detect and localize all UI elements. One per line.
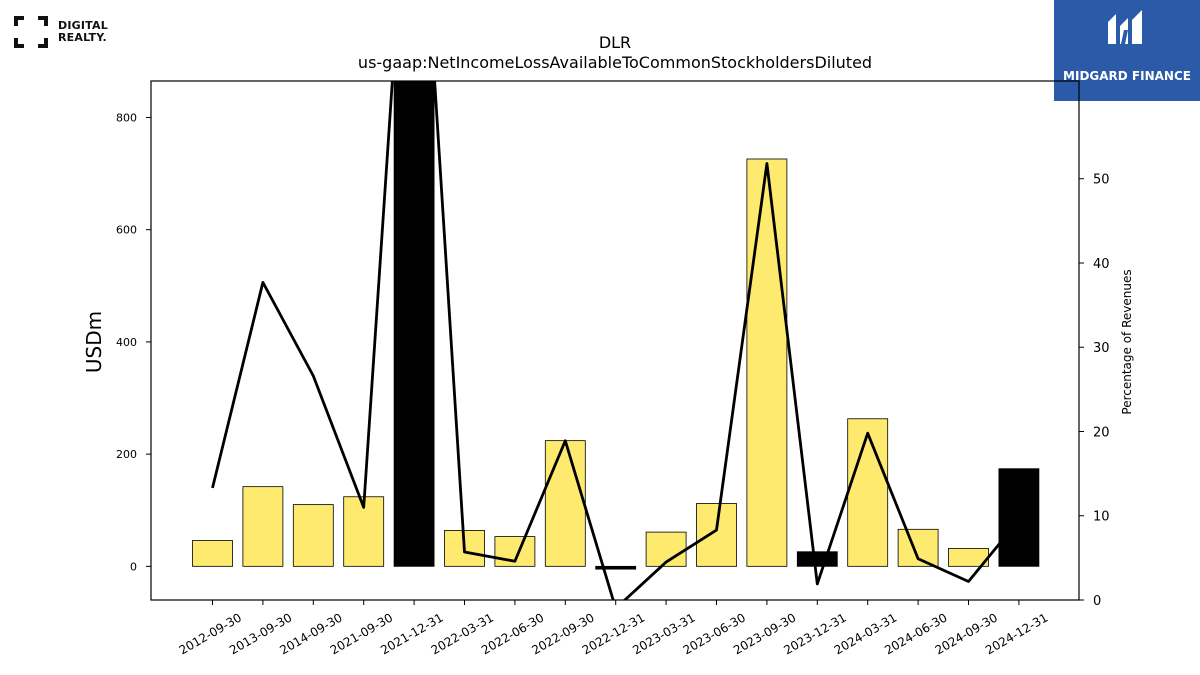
bar xyxy=(242,486,284,567)
bar xyxy=(595,565,637,570)
bracket-logo-icon xyxy=(14,16,48,48)
y-tick-label: 0 xyxy=(130,560,137,573)
y2-tick-label: 40 xyxy=(1093,257,1110,272)
bar xyxy=(192,540,233,567)
y2-tick-label: 30 xyxy=(1093,341,1110,356)
digital-realty-wordmark: DIGITAL REALTY. xyxy=(58,19,108,44)
chart-title: DLR xyxy=(599,33,631,52)
chart-subtitle: us-gaap:NetIncomeLossAvailableToCommonSt… xyxy=(358,53,872,72)
y2-axis-label: Percentage of Revenues xyxy=(1120,269,1134,414)
y2-tick-label: 50 xyxy=(1093,173,1110,188)
bar xyxy=(998,468,1040,567)
y-axis-label: USDm xyxy=(82,311,106,373)
y2-tick-label: 20 xyxy=(1093,425,1110,440)
x-axis: 2012-09-302013-09-302014-09-302021-09-30… xyxy=(177,600,1050,657)
y-tick-label: 600 xyxy=(116,224,137,237)
y-tick-label: 200 xyxy=(116,448,137,461)
midgard-finance-wordmark: MIDGARD FINANCE xyxy=(1063,69,1191,83)
y-tick-label: 400 xyxy=(116,336,137,349)
percent-line xyxy=(211,81,1020,600)
bar xyxy=(544,440,586,567)
midgard-finance-logo: MIDGARD FINANCE xyxy=(1054,0,1200,101)
line-series xyxy=(211,81,1020,600)
bar xyxy=(393,81,435,567)
bar xyxy=(796,551,838,567)
bar xyxy=(696,503,737,567)
digital-realty-logo: DIGITAL REALTY. xyxy=(14,16,124,52)
plot-frame xyxy=(150,80,1080,601)
bar xyxy=(897,528,939,567)
bar-series xyxy=(192,81,1040,570)
y2-axis: 0 10 20 30 40 50 xyxy=(1079,173,1110,609)
y2-tick-label: 0 xyxy=(1093,594,1101,609)
bar xyxy=(746,158,788,567)
y-tick-label: 800 xyxy=(116,111,137,124)
y2-tick-label: 10 xyxy=(1093,510,1110,525)
midgard-mark-icon xyxy=(1108,10,1142,58)
bar xyxy=(847,418,889,567)
y-axis: 0 200 400 600 800 xyxy=(116,111,151,573)
bar xyxy=(292,504,334,567)
